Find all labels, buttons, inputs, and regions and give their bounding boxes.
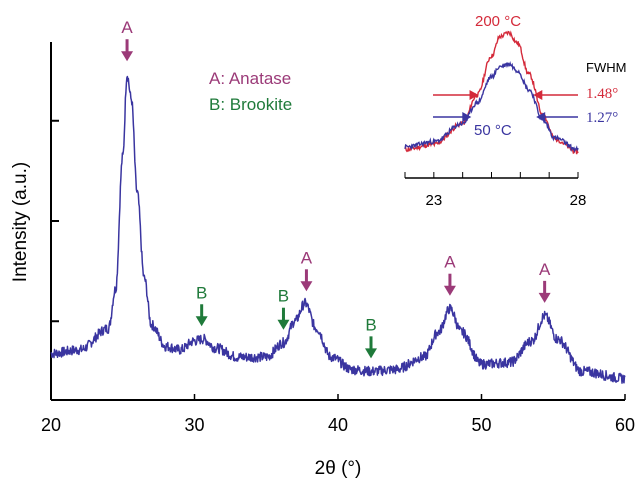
- x-axis-title: 2θ (°): [315, 458, 362, 479]
- peak-label-brookite: B: [196, 283, 207, 302]
- peak-marker-brookite: B: [277, 287, 290, 330]
- fwhm-arrow-50c-left-head: [462, 112, 472, 122]
- peak-label-anatase: A: [121, 18, 133, 37]
- peak-arrowhead-anatase: [538, 292, 551, 303]
- legend-brookite: B: Brookite: [209, 95, 292, 114]
- y-axis-ticks: [51, 119, 59, 323]
- peak-marker-brookite: B: [365, 315, 378, 359]
- peak-arrowhead-anatase: [443, 285, 456, 296]
- peak-marker-anatase: A: [300, 248, 313, 292]
- peak-arrowhead-anatase: [300, 281, 313, 292]
- peak-arrowhead-brookite: [277, 319, 290, 330]
- peak-arrowhead-brookite: [195, 316, 208, 327]
- peak-marker-anatase: A: [121, 18, 134, 62]
- x-tick-label: 20: [41, 415, 61, 435]
- y-axis-title: Intensity (a.u.): [10, 162, 31, 282]
- inset-x-tick-label: 28: [570, 192, 587, 209]
- peak-arrowhead-anatase: [121, 51, 134, 62]
- fwhm-value-200c: 1.48°: [586, 86, 618, 102]
- fwhm-arrows: [433, 90, 578, 122]
- main-plot: 20 30 40 50 60 A B B A B A A 2θ (°) Intensity (a.u…: [10, 18, 635, 479]
- inset-x-axis-ticks: 23 28: [404, 172, 587, 209]
- fwhm-arrow-50c-right-head: [536, 112, 546, 122]
- peak-marker-brookite: B: [195, 283, 208, 327]
- x-tick-label: 30: [184, 415, 204, 435]
- inset-label-50c: 50 °C: [474, 122, 512, 139]
- peak-arrowhead-brookite: [365, 348, 378, 359]
- inset-series-line-50c: [404, 60, 579, 154]
- peak-label-anatase: A: [539, 260, 551, 279]
- x-axis-ticks: 20 30 40 50 60: [41, 394, 635, 435]
- inset-label-200c: 200 °C: [475, 13, 521, 30]
- series-line-main: [50, 75, 626, 384]
- legend-anatase: A: Anatase: [209, 69, 291, 88]
- fwhm-value-50c: 1.27°: [586, 110, 618, 126]
- peak-label-anatase: A: [444, 253, 456, 272]
- fwhm-arrow-200c-right-head: [533, 90, 543, 100]
- peak-annotations: A B B A B A A: [121, 18, 551, 359]
- fwhm-title: FWHM: [586, 60, 626, 75]
- x-tick-label: 60: [615, 415, 635, 435]
- peak-marker-anatase: A: [538, 260, 551, 303]
- x-tick-label: 40: [328, 415, 348, 435]
- peak-marker-anatase: A: [443, 253, 456, 296]
- peak-label-anatase: A: [301, 248, 313, 267]
- fwhm-arrow-200c-left-head: [469, 90, 479, 100]
- peak-label-brookite: B: [365, 315, 376, 334]
- x-tick-label: 50: [471, 415, 491, 435]
- inset-x-tick-label: 23: [425, 192, 442, 209]
- peak-label-brookite: B: [278, 287, 289, 306]
- inset-plot: 23 28 200 °C 50 °C FWHM 1.48° 1.27°: [404, 13, 626, 209]
